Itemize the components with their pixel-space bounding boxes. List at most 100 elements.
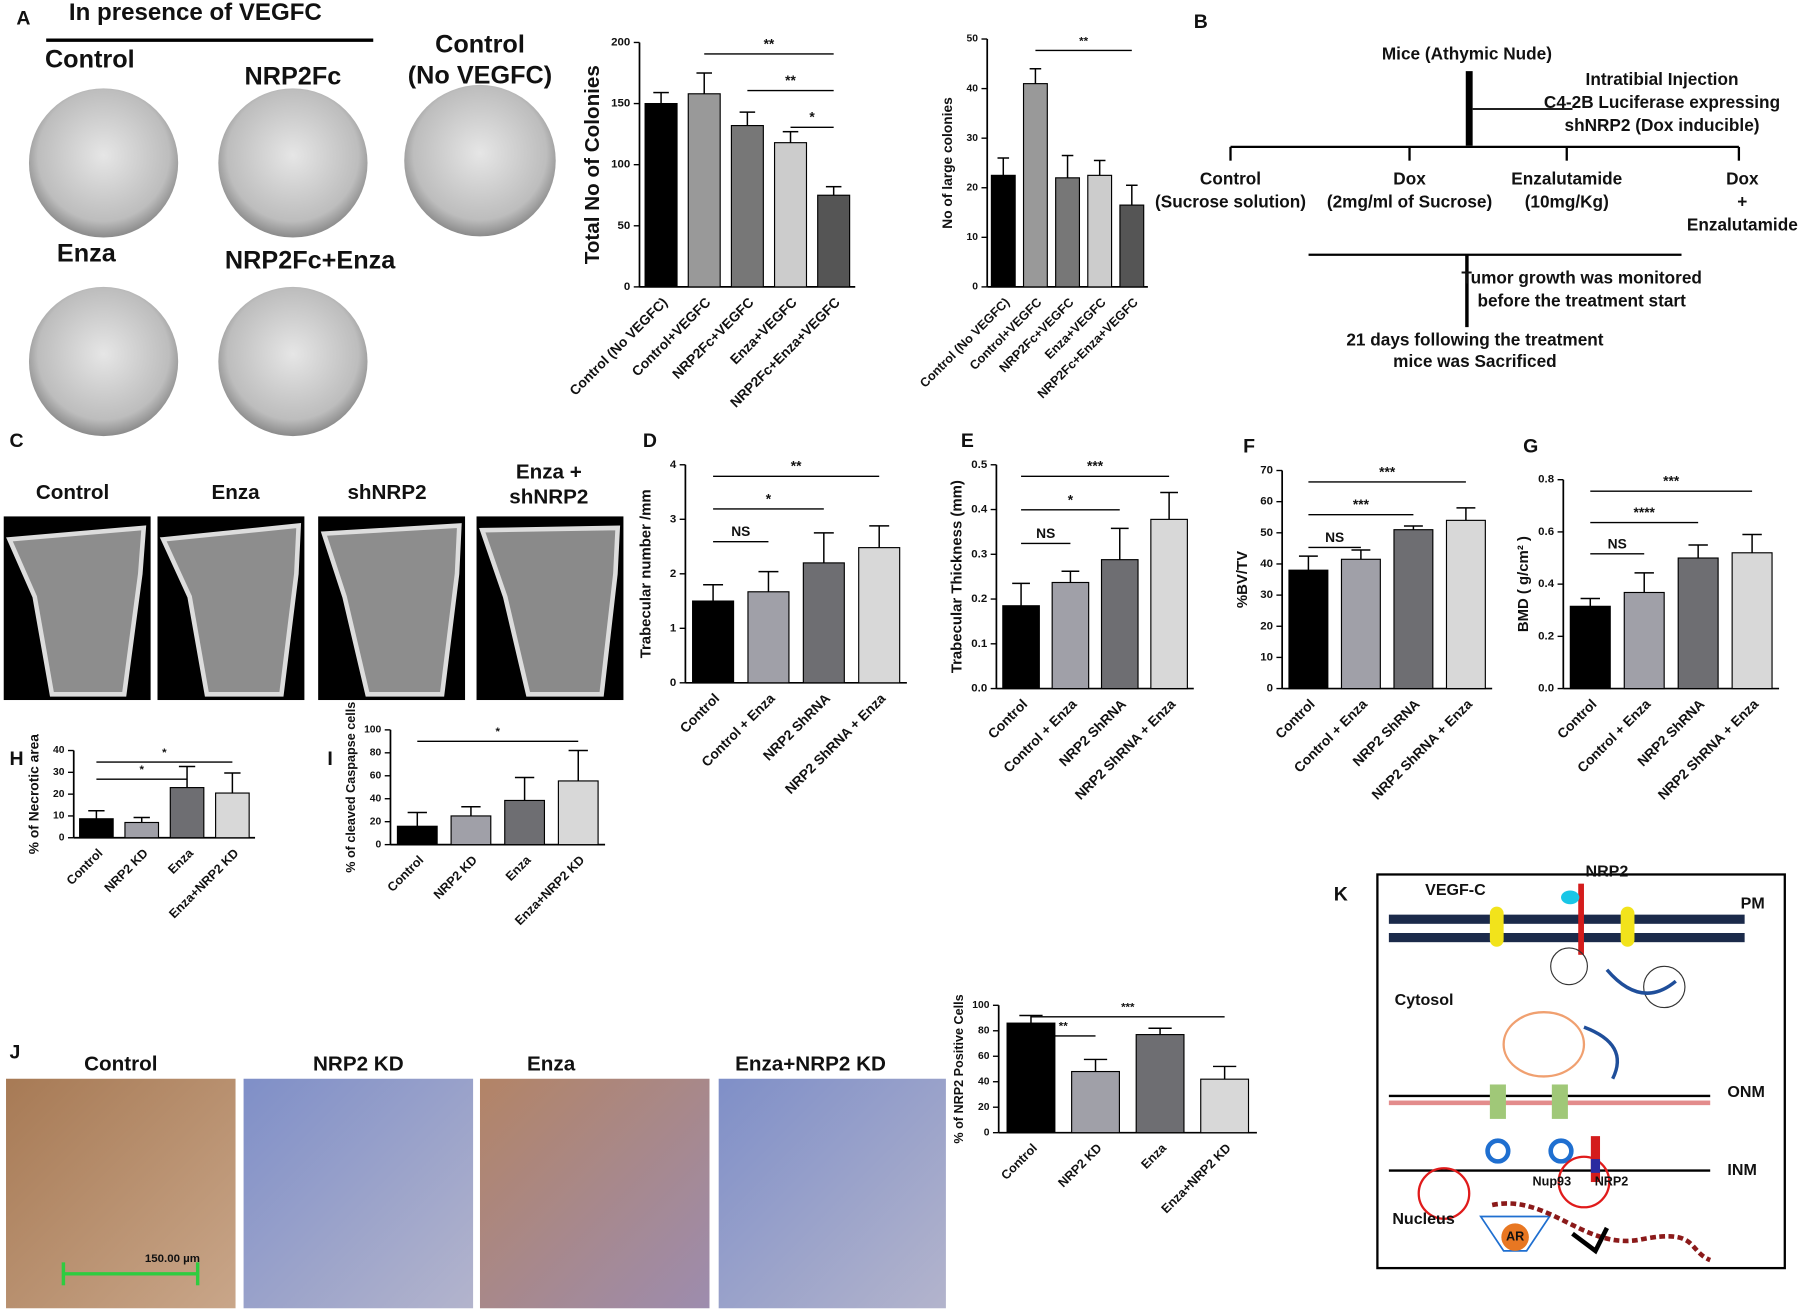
bar xyxy=(802,562,845,684)
bar xyxy=(124,821,160,839)
x-tick-label: Control+VEGFC xyxy=(629,295,713,379)
y-tick-label: 200 xyxy=(611,36,630,48)
schema-text: before the treatment start xyxy=(1477,290,1686,310)
y-tick-label: 0 xyxy=(670,677,676,689)
diagram-label: Cytosol xyxy=(1395,991,1454,1009)
y-tick-label: 70 xyxy=(1260,465,1273,477)
y-tick-label: 100 xyxy=(364,725,381,736)
y-tick-label: 0.1 xyxy=(971,638,988,650)
significance-label: * xyxy=(766,491,772,506)
bar xyxy=(215,792,250,839)
microct-images xyxy=(3,516,624,701)
mechanism-diagram xyxy=(1376,873,1786,1270)
y-tick-label: 0 xyxy=(59,832,65,843)
significance-label: ** xyxy=(764,36,775,51)
image-label: NRP2Fc+Enza xyxy=(225,246,396,274)
significance-label: NS xyxy=(731,524,750,539)
image-label: shNRP2 xyxy=(509,486,588,509)
schema-text: Intratibial Injection xyxy=(1586,69,1739,89)
y-axis-label: BMD ( g/cm² ) xyxy=(1516,536,1532,632)
bar xyxy=(1051,581,1090,690)
panel-letter: B xyxy=(1194,11,1208,33)
y-tick-label: 150 xyxy=(611,98,630,110)
bar xyxy=(747,591,790,684)
bar xyxy=(1677,557,1719,690)
x-tick-label: Control xyxy=(985,696,1030,741)
y-tick-label: 30 xyxy=(1260,589,1273,601)
x-tick-label: Control xyxy=(1554,696,1599,741)
diagram-label: Nup93 xyxy=(1533,1174,1572,1188)
y-tick-label: 0.0 xyxy=(1538,683,1554,695)
x-tick-label: NRP2Fc+VEGFC xyxy=(670,295,757,382)
y-tick-label: 50 xyxy=(967,34,979,45)
bar xyxy=(1569,605,1611,690)
image-label: NRP2Fc xyxy=(245,63,342,91)
bar xyxy=(169,787,205,839)
y-axis-label: No of large colonies xyxy=(940,97,955,229)
diagram-label: INM xyxy=(1727,1161,1756,1179)
bar xyxy=(773,142,808,288)
panel-letter: A xyxy=(16,8,30,30)
significance-label: *** xyxy=(1353,497,1370,512)
y-tick-label: 10 xyxy=(1260,651,1273,663)
schema-text: shNRP2 (Dox inducible) xyxy=(1565,115,1760,135)
bar xyxy=(1623,591,1665,690)
bar xyxy=(1071,1070,1120,1134)
y-tick-label: 50 xyxy=(618,220,631,232)
schema-lines xyxy=(1229,71,1741,328)
schema-text: C4-2B Luciferase expressing xyxy=(1544,92,1780,112)
x-tick-label: Control xyxy=(1272,696,1317,741)
y-tick-label: 4 xyxy=(670,459,677,471)
y-tick-label: 20 xyxy=(967,182,979,193)
y-tick-label: 2 xyxy=(670,568,676,580)
significance-label: ** xyxy=(785,73,796,88)
y-tick-label: 0.8 xyxy=(1538,474,1555,486)
bar xyxy=(817,194,851,288)
x-tick-label: NRP2 ShRNA + Enza xyxy=(782,690,888,796)
schema-text: (2mg/ml of Sucrose) xyxy=(1327,192,1492,212)
bar xyxy=(1087,174,1113,288)
y-tick-label: 10 xyxy=(53,811,65,822)
bar xyxy=(1135,1034,1185,1134)
y-tick-label: 3 xyxy=(670,513,676,525)
schema-text: Enzalutamide xyxy=(1687,215,1798,235)
significance-label: * xyxy=(1068,492,1074,507)
panel-letter: J xyxy=(9,1042,20,1064)
y-tick-label: 20 xyxy=(978,1102,990,1113)
bar xyxy=(1100,559,1139,690)
schema-text: mice was Sacrificed xyxy=(1393,351,1557,371)
x-tick-label: NRP2 KD xyxy=(431,853,480,902)
y-tick-label: 80 xyxy=(978,1025,990,1036)
panel-letter: C xyxy=(9,430,23,452)
x-tick-label: Control xyxy=(998,1141,1040,1183)
y-tick-label: 60 xyxy=(978,1051,990,1062)
bar xyxy=(1731,552,1773,690)
y-tick-label: 40 xyxy=(978,1076,990,1087)
significance-label: ** xyxy=(1059,1021,1068,1033)
x-tick-label: Control xyxy=(677,691,722,736)
x-tick-label: Enza+NRP2 KD xyxy=(1159,1141,1234,1216)
schema-text: Dox xyxy=(1393,169,1426,189)
y-tick-label: 40 xyxy=(1260,558,1273,570)
panel-letter: I xyxy=(327,748,332,770)
y-tick-label: 0.4 xyxy=(971,504,988,516)
bar xyxy=(504,799,546,846)
significance-label: *** xyxy=(1663,474,1680,489)
bar xyxy=(1340,558,1381,690)
y-tick-label: 40 xyxy=(53,745,65,756)
y-tick-label: 40 xyxy=(370,793,382,804)
diagram-label: NRP2 xyxy=(1595,1174,1629,1188)
schema-text: 21 days following the treatment xyxy=(1346,329,1603,349)
image-label: NRP2 KD xyxy=(313,1052,404,1075)
x-tick-label: Control xyxy=(64,846,106,888)
x-tick-label: NRP2 ShRNA + Enza xyxy=(1655,696,1761,802)
scale-bar-label: 150.00 µm xyxy=(145,1253,200,1265)
significance-label: *** xyxy=(1087,459,1104,474)
schema-text: Mice (Athymic Nude) xyxy=(1382,44,1552,64)
bar xyxy=(858,547,901,684)
diagram-label: ONM xyxy=(1727,1083,1764,1101)
y-tick-label: 10 xyxy=(967,232,979,243)
diagram-label: AR xyxy=(1506,1229,1524,1243)
